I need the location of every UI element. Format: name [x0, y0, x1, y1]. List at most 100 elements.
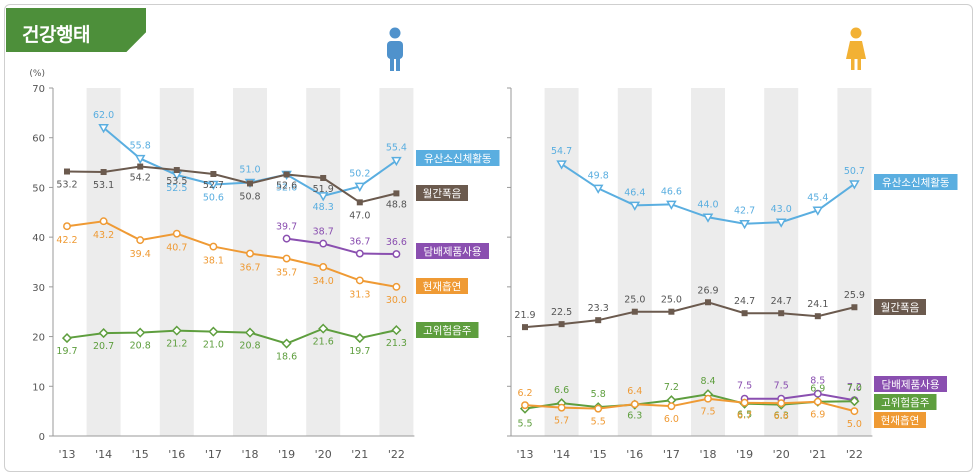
year-stripe: [544, 88, 579, 436]
data-point-smoking: [63, 222, 71, 231]
y-unit-label: (%): [29, 69, 45, 79]
data-point-smoking: [630, 400, 639, 409]
x-tick-label: '15: [132, 448, 149, 461]
page-title: 건강행태: [22, 24, 90, 46]
data-label-drinking: 25.9: [844, 290, 865, 301]
data-label-activity: 50.7: [844, 166, 865, 177]
data-point-smoking: [521, 401, 529, 410]
data-point-activity: [702, 213, 714, 223]
data-label-drinking: 21.9: [514, 310, 535, 321]
data-point-tobacco_products: [392, 250, 401, 258]
male-figure-icon-head: [389, 27, 401, 39]
data-label-drinking: 22.5: [551, 307, 572, 318]
legend-tag-drinking: [874, 299, 926, 315]
data-point-high_risk_drinking: [391, 325, 402, 336]
year-stripe: [306, 88, 341, 436]
data-label-drinking: 26.9: [697, 285, 718, 296]
data-label-tobacco_products: 38.7: [313, 227, 334, 238]
data-point-smoking: [282, 254, 291, 263]
data-point-tobacco_products: [355, 249, 364, 258]
data-point-smoking: [740, 398, 749, 407]
data-point-drinking: [631, 308, 638, 315]
data-label-activity: 52.5: [166, 183, 187, 194]
female-figure-icon: [846, 27, 866, 70]
female-figure-icon-leg: [851, 59, 855, 70]
x-tick-label: '13: [516, 448, 533, 461]
data-label-high_risk_drinking: 6.3: [774, 411, 789, 422]
legend-label-high_risk_drinking: 고위험음주: [881, 396, 930, 409]
legend-label-high_risk_drinking: 고위험음주: [423, 324, 472, 337]
data-label-drinking: 50.8: [239, 191, 260, 202]
data-label-drinking: 53.1: [93, 180, 114, 191]
legend-label-drinking: 월간폭음: [423, 188, 462, 200]
data-label-high_risk_drinking: 19.7: [56, 346, 77, 357]
data-point-high_risk_drinking: [849, 396, 860, 407]
x-tick-label: '16: [168, 448, 185, 461]
data-label-activity: 46.4: [624, 187, 645, 198]
data-point-smoking: [355, 276, 364, 285]
legend-label-drinking: 월간폭음: [881, 302, 920, 314]
data-label-smoking: 6.0: [664, 414, 679, 425]
data-point-high_risk_drinking: [135, 327, 146, 338]
data-label-high_risk_drinking: 7.2: [664, 382, 679, 393]
data-point-activity: [354, 182, 366, 192]
data-point-tobacco_products: [319, 239, 328, 248]
legend-tag-high_risk_drinking: [874, 394, 937, 410]
data-point-drinking: [283, 171, 290, 178]
data-point-drinking: [210, 171, 217, 178]
data-label-drinking: 24.7: [734, 296, 755, 307]
data-label-activity: 46.6: [661, 186, 682, 197]
x-tick-label: '15: [590, 448, 607, 461]
female-figure-icon-leg: [857, 59, 861, 70]
data-label-drinking: 53.5: [166, 176, 187, 187]
data-label-smoking: 7.5: [700, 407, 715, 418]
x-tick-label: '20: [315, 448, 332, 461]
y-tick-label: 20: [32, 333, 45, 344]
data-point-smoking: [667, 402, 676, 411]
y-tick-label: 10: [32, 382, 45, 393]
data-point-activity: [666, 200, 677, 210]
series-line-high_risk_drinking: [66, 327, 397, 345]
data-point-activity: [317, 192, 329, 202]
legend-tag-activity: [416, 150, 500, 166]
data-label-drinking: 48.8: [386, 199, 407, 210]
data-label-high_risk_drinking: 21.6: [313, 337, 334, 348]
year-stripe: [86, 88, 121, 436]
legend-tag-high_risk_drinking: [416, 322, 479, 338]
data-label-tobacco_products: 7.5: [737, 381, 752, 392]
data-point-high_risk_drinking: [244, 327, 256, 338]
x-tick-label: '21: [809, 448, 826, 461]
data-label-smoking: 38.1: [203, 256, 224, 267]
year-stripe: [233, 88, 267, 436]
data-label-high_risk_drinking: 5.8: [591, 389, 606, 400]
year-stripe: [159, 88, 194, 436]
x-tick-label: '20: [773, 448, 790, 461]
legend-tag-activity: [874, 174, 958, 190]
y-tick-label: 30: [32, 283, 45, 294]
data-label-smoking: 42.2: [56, 235, 77, 246]
x-tick-label: '19: [736, 448, 753, 461]
data-label-smoking: 30.0: [386, 295, 407, 306]
data-label-smoking: 39.4: [130, 249, 151, 260]
data-label-activity: 62.0: [93, 110, 114, 121]
data-label-high_risk_drinking: 20.8: [130, 341, 151, 352]
data-label-drinking: 24.1: [807, 299, 828, 310]
data-label-drinking: 53.2: [56, 180, 77, 191]
data-label-activity: 42.7: [734, 206, 755, 217]
data-point-activity: [849, 180, 860, 190]
data-label-activity: 50.6: [203, 192, 224, 203]
data-label-smoking: 5.5: [591, 417, 606, 428]
data-point-drinking: [595, 317, 602, 324]
data-label-smoking: 36.7: [239, 263, 260, 274]
data-label-smoking: 6.4: [627, 386, 642, 397]
data-label-activity: 54.7: [551, 146, 572, 157]
data-point-activity: [134, 154, 146, 165]
data-label-smoking: 34.0: [313, 276, 334, 287]
data-label-high_risk_drinking: 7.0: [847, 383, 862, 394]
data-label-high_risk_drinking: 18.6: [276, 352, 297, 363]
data-label-high_risk_drinking: 6.6: [554, 385, 569, 396]
male-figure-icon-leg: [390, 58, 394, 71]
legend-label-tobacco_products: 담배제품사용: [882, 379, 940, 391]
x-tick-label: '21: [351, 448, 368, 461]
